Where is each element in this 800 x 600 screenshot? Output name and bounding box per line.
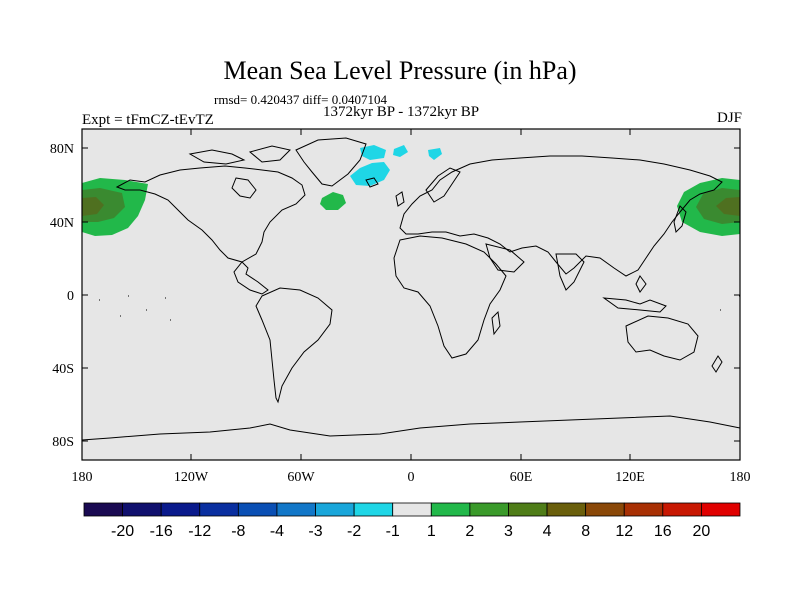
coastline-arctic-archipelago xyxy=(188,149,246,165)
lat-label-0: 0 xyxy=(67,289,74,304)
coastline-north-america xyxy=(115,165,306,295)
lat-tick-marks xyxy=(82,147,740,442)
lon-label-180e: 180 xyxy=(730,470,751,485)
colorbar-label: 4 xyxy=(543,523,552,540)
colorbar-swatch xyxy=(469,502,509,517)
colorbar-swatch xyxy=(623,502,664,517)
colorbar-swatch xyxy=(122,502,162,517)
colorbar: -20 -16 -12 -8 -4 -3 -2 -1 1 2 3 4 8 12 16 20 xyxy=(83,502,741,540)
lon-label-120w: 120W xyxy=(174,470,209,485)
coastline-arabia xyxy=(485,243,525,273)
colorbar-label: -1 xyxy=(386,523,400,540)
colorbar-swatch xyxy=(662,502,702,517)
lat-label-40s: 40S xyxy=(52,362,74,377)
lat-label-80s: 80S xyxy=(52,435,74,450)
lon-ticks xyxy=(190,129,631,460)
coastline-south-america xyxy=(255,287,333,404)
colorbar-label: -8 xyxy=(231,523,245,540)
lat-label-80n: 80N xyxy=(50,142,74,157)
colorbar-swatch xyxy=(353,502,394,517)
anomaly-region-atlantic xyxy=(320,192,346,210)
stats-text: rmsd= 0.420437 diff= 0.0407104 xyxy=(214,92,387,107)
coastline-australia xyxy=(625,315,699,361)
colorbar-label: -4 xyxy=(270,523,284,540)
coastline-eurasia xyxy=(399,155,723,277)
colorbar-label: 3 xyxy=(504,523,513,540)
colorbar-label: 12 xyxy=(615,523,633,540)
anomaly-regions xyxy=(82,145,740,236)
map-title: Mean Sea Level Pressure (in hPa) xyxy=(223,56,577,85)
coastline-hudson-bay xyxy=(231,177,257,199)
colorbar-label: -2 xyxy=(347,523,361,540)
colorbar-label: -16 xyxy=(150,523,173,540)
coastline-madagascar xyxy=(491,310,501,336)
anomaly-region-pacific-east-core xyxy=(716,197,740,216)
anomaly-region-pacific-west-core xyxy=(82,197,104,216)
coastline-new-zealand xyxy=(711,355,723,373)
anomaly-region-greenland-east xyxy=(350,162,390,186)
season-label: DJF xyxy=(716,110,742,126)
colorbar-label: -3 xyxy=(308,523,322,540)
colorbar-label: 1 xyxy=(427,523,436,540)
colorbar-label: 20 xyxy=(693,523,711,540)
coastline-iceland xyxy=(365,177,379,188)
colorbar-label: 2 xyxy=(465,523,474,540)
coastline-antarctica xyxy=(81,415,741,441)
colorbar-swatch xyxy=(508,502,548,517)
coastline-japan xyxy=(673,205,687,234)
lon-tick-marks xyxy=(190,129,631,460)
colorbar-swatch xyxy=(237,502,278,517)
coastline-greenland xyxy=(295,137,367,187)
colorbar-swatch xyxy=(160,502,201,517)
lat-label-40n: 40N xyxy=(50,216,74,231)
colorbar-label: -12 xyxy=(188,523,211,540)
colorbar-swatch xyxy=(546,502,587,517)
coastline-britain xyxy=(395,191,405,207)
colorbar-swatch xyxy=(392,502,432,517)
lon-label-60e: 60E xyxy=(510,470,533,485)
map-background xyxy=(82,129,740,460)
coastline-scandinavia xyxy=(425,167,461,203)
experiment-label: Expt = tFmCZ-tEvTZ xyxy=(82,112,214,128)
lon-label-0: 0 xyxy=(408,470,415,485)
colorbar-swatch xyxy=(701,502,741,517)
anomaly-region-barents xyxy=(428,148,442,160)
colorbar-label: 16 xyxy=(654,523,672,540)
colorbar-swatch xyxy=(276,502,316,517)
coastline-india xyxy=(555,253,585,291)
coastlines xyxy=(81,137,741,441)
lon-label-180w: 180 xyxy=(72,470,93,485)
lon-label-120e: 120E xyxy=(615,470,645,485)
colorbar-label: -20 xyxy=(111,523,134,540)
coastline-indonesia xyxy=(602,297,667,313)
colorbar-swatch xyxy=(315,502,355,517)
colorbar-swatch xyxy=(430,502,471,517)
coastline-ellesmere xyxy=(248,145,291,163)
colorbar-label: 8 xyxy=(581,523,590,540)
lat-ticks xyxy=(82,147,740,442)
coastline-philippines xyxy=(635,275,647,293)
anomaly-region-arctic xyxy=(360,145,386,160)
colorbar-swatch xyxy=(585,502,625,517)
lon-label-60w: 60W xyxy=(287,470,315,485)
anomaly-region-svalbard xyxy=(393,145,408,157)
coastline-africa xyxy=(393,235,507,359)
period-label: 1372kyr BP - 1372kyr BP xyxy=(323,104,480,120)
colorbar-swatch xyxy=(83,502,123,517)
colorbar-swatch xyxy=(199,502,239,517)
